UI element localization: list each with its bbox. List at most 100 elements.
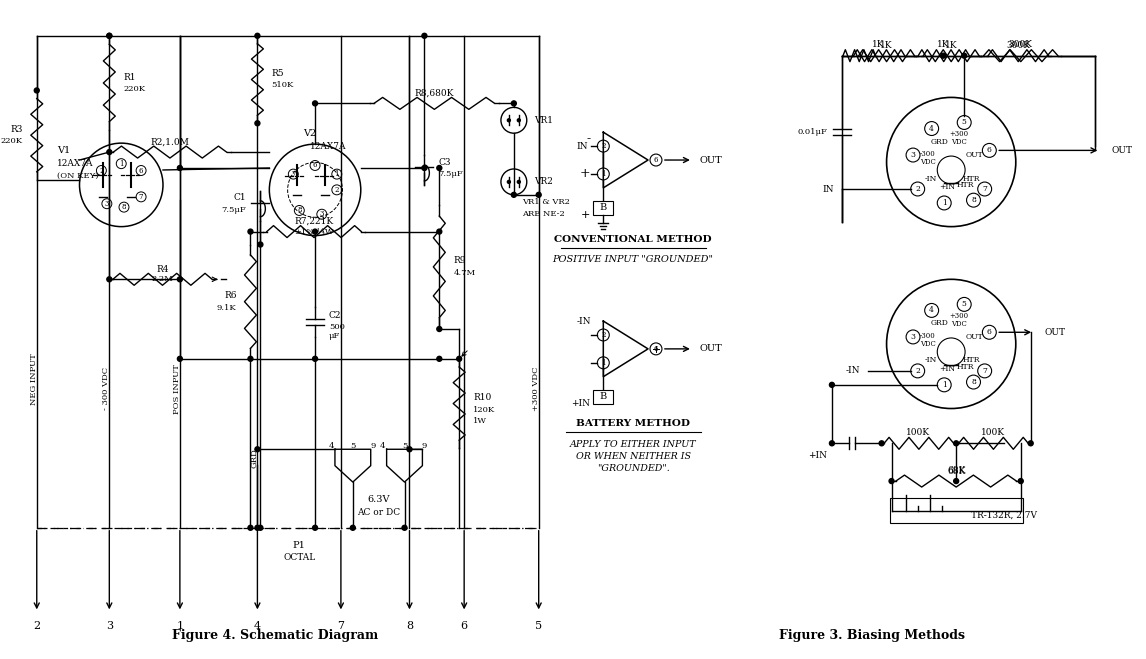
Text: +IN: +IN bbox=[939, 365, 955, 373]
Text: 1K: 1K bbox=[872, 40, 885, 49]
Text: 8: 8 bbox=[121, 203, 126, 211]
Text: R9: R9 bbox=[453, 256, 465, 266]
Circle shape bbox=[254, 447, 260, 452]
Text: V2: V2 bbox=[304, 129, 316, 138]
Text: R5: R5 bbox=[272, 69, 284, 78]
Text: +IN: +IN bbox=[939, 183, 955, 191]
Text: 7: 7 bbox=[291, 170, 296, 178]
Text: B: B bbox=[599, 203, 607, 212]
Circle shape bbox=[879, 441, 884, 445]
Text: 1: 1 bbox=[942, 381, 947, 389]
Circle shape bbox=[258, 525, 262, 530]
Circle shape bbox=[313, 229, 317, 234]
Text: +300: +300 bbox=[950, 312, 968, 320]
Text: 68K: 68K bbox=[947, 466, 965, 474]
Circle shape bbox=[889, 478, 894, 484]
Text: Figure 4. Schematic Diagram: Figure 4. Schematic Diagram bbox=[172, 629, 378, 642]
Text: 68K: 68K bbox=[947, 467, 965, 476]
Text: -IN: -IN bbox=[576, 316, 591, 326]
Text: 1: 1 bbox=[601, 170, 605, 178]
Circle shape bbox=[107, 277, 112, 282]
Text: C1: C1 bbox=[234, 193, 246, 202]
Text: ARE NE-2: ARE NE-2 bbox=[521, 210, 565, 217]
Text: 3: 3 bbox=[320, 210, 324, 218]
Circle shape bbox=[107, 150, 112, 155]
Text: 100K: 100K bbox=[981, 428, 1005, 437]
Text: 4.7M: 4.7M bbox=[453, 269, 476, 277]
Circle shape bbox=[422, 34, 426, 38]
Text: "GROUNDED".: "GROUNDED". bbox=[597, 464, 669, 473]
Circle shape bbox=[254, 34, 260, 38]
Text: 6: 6 bbox=[313, 161, 317, 169]
Circle shape bbox=[107, 34, 112, 38]
Text: 1K: 1K bbox=[937, 40, 950, 49]
Circle shape bbox=[258, 242, 262, 247]
Circle shape bbox=[178, 165, 182, 171]
Circle shape bbox=[1019, 478, 1023, 484]
Text: +: + bbox=[581, 210, 590, 219]
Text: OUT: OUT bbox=[966, 333, 983, 341]
Text: +IN: +IN bbox=[572, 399, 590, 408]
Circle shape bbox=[178, 357, 182, 361]
Text: VR1: VR1 bbox=[534, 116, 552, 125]
Text: 4: 4 bbox=[380, 442, 385, 450]
Text: 6.3V: 6.3V bbox=[368, 496, 390, 504]
Text: 8: 8 bbox=[971, 196, 976, 204]
Circle shape bbox=[508, 119, 510, 122]
Circle shape bbox=[313, 101, 317, 106]
Text: HTR: HTR bbox=[963, 175, 981, 183]
Text: -300: -300 bbox=[920, 150, 936, 158]
Bar bbox=[594, 201, 613, 215]
Text: 4: 4 bbox=[929, 125, 934, 132]
Text: 1: 1 bbox=[601, 358, 605, 367]
Text: 6: 6 bbox=[139, 167, 143, 175]
Text: -300: -300 bbox=[920, 331, 936, 339]
Text: 7: 7 bbox=[982, 185, 987, 193]
Text: R1: R1 bbox=[124, 72, 135, 82]
Text: R10: R10 bbox=[473, 393, 492, 402]
Text: 4: 4 bbox=[254, 621, 261, 631]
Text: 5: 5 bbox=[351, 442, 355, 450]
Text: 8: 8 bbox=[406, 621, 413, 631]
Text: 0.01μF: 0.01μF bbox=[798, 129, 827, 136]
Circle shape bbox=[517, 181, 520, 183]
Text: 7: 7 bbox=[139, 193, 143, 201]
Circle shape bbox=[953, 478, 959, 484]
Text: 7: 7 bbox=[982, 367, 987, 375]
Text: CONVENTIONAL METHOD: CONVENTIONAL METHOD bbox=[555, 235, 712, 244]
Circle shape bbox=[953, 441, 959, 445]
Text: VDC: VDC bbox=[920, 158, 936, 165]
Text: OUT: OUT bbox=[700, 156, 722, 165]
Circle shape bbox=[511, 192, 517, 197]
Text: -IN: -IN bbox=[925, 175, 937, 183]
Text: 9: 9 bbox=[370, 442, 376, 450]
Text: 220K: 220K bbox=[1, 137, 23, 145]
Text: OUT: OUT bbox=[966, 151, 983, 159]
Text: POS INPUT: POS INPUT bbox=[173, 364, 181, 414]
Circle shape bbox=[508, 181, 510, 183]
Text: APPLY TO EITHER INPUT: APPLY TO EITHER INPUT bbox=[570, 440, 697, 449]
Circle shape bbox=[313, 525, 317, 530]
Text: 6: 6 bbox=[987, 328, 991, 336]
Circle shape bbox=[517, 119, 520, 122]
Text: 1W: 1W bbox=[473, 417, 487, 426]
Text: 6: 6 bbox=[461, 621, 468, 631]
Text: +300: +300 bbox=[950, 130, 968, 138]
Circle shape bbox=[248, 525, 253, 530]
Text: 5: 5 bbox=[961, 301, 966, 308]
Text: +: + bbox=[580, 167, 590, 181]
Text: GRD: GRD bbox=[931, 138, 948, 146]
Text: 4: 4 bbox=[328, 442, 333, 450]
Circle shape bbox=[313, 357, 317, 361]
Text: OR WHEN NEITHER IS: OR WHEN NEITHER IS bbox=[575, 451, 691, 461]
Circle shape bbox=[830, 441, 834, 445]
Text: 2: 2 bbox=[916, 185, 920, 193]
Text: GRD: GRD bbox=[931, 320, 948, 328]
Text: VR1 & VR2: VR1 & VR2 bbox=[521, 198, 570, 206]
Text: 3: 3 bbox=[105, 621, 112, 631]
Circle shape bbox=[961, 53, 967, 58]
Circle shape bbox=[536, 192, 541, 197]
Text: VDC: VDC bbox=[920, 339, 936, 348]
Circle shape bbox=[437, 326, 442, 331]
Bar bbox=[889, 498, 1022, 523]
